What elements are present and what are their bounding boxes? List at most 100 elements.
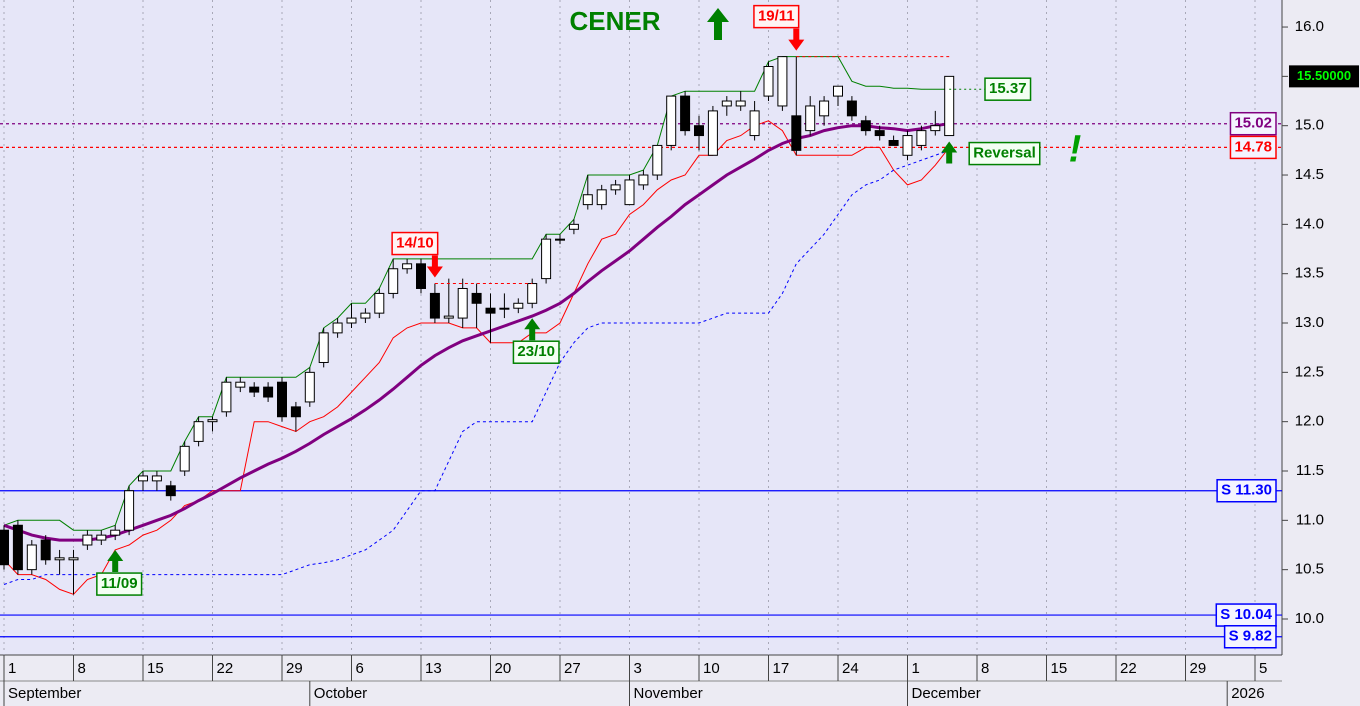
reversal-label-text: Reversal [973, 145, 1036, 162]
x-tick-label: 3 [634, 660, 642, 677]
y-tick-label: 16.0 [1295, 18, 1324, 35]
signal-label-text: 11/09 [101, 575, 138, 592]
candle-body [12, 524, 23, 571]
last-price-label: 15.50000 [1297, 68, 1351, 83]
y-tick-label: 15.0 [1295, 117, 1324, 134]
candle-body [68, 557, 79, 561]
y-tick-label: 10.5 [1295, 561, 1324, 578]
reversal-label-box [968, 141, 1041, 166]
upper-label-text: 15.37 [989, 80, 1027, 97]
indicator-line [3, 56, 950, 531]
candle-body [777, 56, 788, 107]
y-tick-label: 13.5 [1295, 265, 1324, 282]
candle-body [207, 419, 218, 423]
signal-label-text: 14/10 [396, 235, 434, 252]
candle-body [429, 292, 440, 319]
candle-body [763, 65, 774, 97]
candle-body [179, 445, 190, 472]
signal-label-box [96, 572, 143, 596]
month-label: October [314, 685, 367, 702]
candle-body [0, 529, 9, 566]
candle-body [360, 312, 371, 319]
signal-label-text: 23/10 [517, 343, 555, 360]
candle-body [833, 85, 843, 97]
candle-body [249, 386, 260, 393]
candle-body [888, 139, 899, 146]
x-tick-label: 20 [495, 660, 512, 677]
candle-body [846, 100, 857, 117]
candle-body [902, 135, 913, 156]
candle-body [624, 179, 635, 206]
reversal-mark: ! [1069, 129, 1082, 171]
candle-body [694, 125, 704, 137]
month-label: 2026 [1231, 685, 1264, 702]
candle-body [513, 302, 524, 309]
candle-body [596, 189, 607, 206]
candle-body [527, 283, 538, 304]
candle-body [374, 292, 385, 314]
candle-body [471, 292, 482, 304]
price-line-label-box [1229, 135, 1277, 160]
x-tick-label: 6 [356, 660, 364, 677]
candle-body [860, 120, 871, 132]
candle-body [221, 381, 232, 413]
x-tick-label: 5 [1259, 660, 1267, 677]
candle-body [874, 130, 885, 137]
month-label: December [912, 685, 981, 702]
candle-body [40, 539, 51, 561]
candle-body [638, 174, 649, 186]
y-tick-label: 11.0 [1296, 511, 1324, 528]
y-tick-label: 14.0 [1295, 215, 1324, 232]
y-tick-label: 12.0 [1295, 413, 1324, 430]
buy-arrow [107, 550, 124, 573]
x-tick-label: 22 [217, 660, 234, 677]
candle-body [735, 100, 746, 107]
candle-body [193, 421, 204, 442]
candle-body [944, 75, 955, 137]
candle-body [541, 238, 552, 280]
candle-body [652, 144, 663, 176]
price-line-label-text: 15.02 [1234, 115, 1272, 132]
x-tick-label: 1 [8, 660, 16, 677]
x-tick-label: 17 [773, 660, 790, 677]
candle-body [304, 371, 315, 403]
y-tick-label: 12.5 [1295, 363, 1324, 380]
support-label-box [1216, 478, 1277, 503]
x-tick-label: 13 [425, 660, 442, 677]
support-label-text: S 10.04 [1220, 606, 1272, 623]
candle-body [402, 263, 413, 270]
month-label: September [8, 685, 81, 702]
candle-body [332, 322, 343, 334]
candle-body [388, 268, 399, 294]
candle-body [82, 534, 93, 546]
candle-body [805, 105, 816, 132]
x-tick-label: 1 [912, 660, 920, 677]
candle-body [110, 529, 121, 536]
sell-arrow [426, 255, 443, 278]
y-tick-label: 14.5 [1295, 166, 1324, 183]
candle-body [680, 95, 691, 132]
price-line-label-box [1229, 111, 1277, 136]
signal-label-box [512, 340, 560, 364]
candle-body [290, 406, 301, 418]
candle-body [568, 223, 579, 230]
candle-body [443, 315, 454, 319]
candle-body [151, 475, 162, 482]
x-tick-label: 15 [147, 660, 164, 677]
candle-body [318, 332, 329, 363]
sell-arrow [788, 28, 805, 51]
candle-body [263, 386, 274, 398]
candle-body [485, 307, 496, 314]
x-tick-label: 24 [842, 660, 859, 677]
candle-body [749, 110, 760, 137]
candle-body [124, 490, 135, 531]
month-label: November [634, 685, 703, 702]
price-line-label-text: 14.78 [1234, 138, 1272, 155]
x-tick-label: 8 [78, 660, 86, 677]
candle-body [165, 485, 176, 497]
signal-label-box [753, 4, 800, 29]
support-label-box [1223, 624, 1277, 649]
candle-body [930, 125, 941, 132]
candle-body [499, 307, 510, 310]
signal-label-box [391, 231, 439, 256]
